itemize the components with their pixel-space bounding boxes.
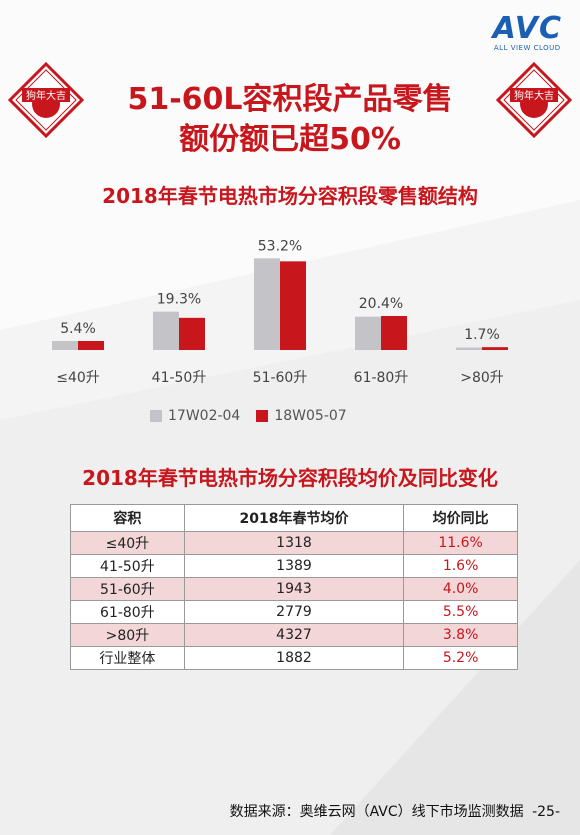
cell-volume: 41-50升 [70,554,185,578]
bar-chart: 5.4% ≤40升 19.3% 41-50升 53.2% 51-60升 20.4% 61-80… [52,238,508,386]
cell-yoy: 4.0% [403,577,518,601]
chart-title: 2018年春节电热市场分容积段零售额结构 [102,184,478,208]
price-table: 容积 2018年春节均价 均价同比 ≤40升 1318 11.6% 41-50升… [70,504,518,670]
dog-year-seal-right: 狗年大吉 [496,62,572,138]
bar-18w05-07 [280,261,306,350]
source-footer: 数据来源：奥维云网（AVC）线下市场监测数据 -25- [230,801,560,821]
header-yoy: 均价同比 [403,504,518,532]
x-tick-label: ≤40升 [56,370,100,386]
header-volume: 容积 [70,504,185,532]
x-tick-label: 41-50升 [152,370,207,386]
source-text: 数据来源：奥维云网（AVC）线下市场监测数据 [229,804,524,820]
cell-yoy: 11.6% [403,531,518,555]
data-label: 20.4% [359,296,403,312]
data-label: 19.3% [157,292,201,308]
bar-18w05-07 [78,341,104,350]
table-row: >80升 4327 3.8% [70,623,518,647]
cell-yoy: 3.8% [403,623,518,647]
bar-18w05-07 [381,316,407,350]
bar-17w02-04 [52,341,78,350]
bar-17w02-04 [456,347,482,350]
cell-price: 2779 [183,600,405,624]
table-header-row: 容积 2018年春节均价 均价同比 [70,504,518,532]
cell-yoy: 1.6% [403,554,518,578]
x-tick-label: 51-60升 [253,370,308,386]
table-title: 2018年春节电热市场分容积段均价及同比变化 [82,466,498,490]
legend-swatch-gray [150,410,162,422]
cell-volume: ≤40升 [70,531,185,555]
legend-label-18w: 18W05-07 [274,408,347,424]
table-row: ≤40升 1318 11.6% [70,531,518,555]
legend-label-17w: 17W02-04 [168,408,241,424]
cell-price: 4327 [183,623,405,647]
svg-text:狗年大吉: 狗年大吉 [514,89,554,102]
bar-17w02-04 [355,316,381,350]
table-row: 61-80升 2779 5.5% [70,600,518,624]
cell-price: 1882 [183,646,405,670]
x-tick-label: >80升 [460,370,504,386]
cell-volume: 行业整体 [70,646,185,670]
cell-price: 1943 [183,577,405,601]
legend-item-18w: 18W05-07 [256,408,347,424]
page-number: -25- [532,804,560,820]
cell-price: 1389 [183,554,405,578]
chart-legend: 17W02-04 18W05-07 [150,408,363,424]
page-title-line2: 额份额已超50% [179,122,401,157]
bar-17w02-04 [153,311,179,350]
dog-year-seal-left: 狗年大吉 [8,62,84,138]
svg-text:狗年大吉: 狗年大吉 [26,89,66,102]
table-row: 行业整体 1882 5.2% [70,646,518,670]
table-row: 51-60升 1943 4.0% [70,577,518,601]
table-row: 41-50升 1389 1.6% [70,554,518,578]
data-label: 1.7% [464,327,500,343]
cell-yoy: 5.5% [403,600,518,624]
legend-item-17w: 17W02-04 [150,408,240,424]
cell-yoy: 5.2% [403,646,518,670]
bar-18w05-07 [179,317,205,350]
header-avg-price: 2018年春节均价 [183,504,405,532]
page-title-line1: 51-60L容积段产品零售 [127,82,453,117]
avc-logo: AVC ALL VIEW CLOUD [492,11,562,53]
data-label: 5.4% [60,321,96,337]
cell-price: 1318 [183,531,405,555]
cell-volume: 61-80升 [70,600,185,624]
legend-swatch-red [256,410,269,422]
bar-17w02-04 [254,258,280,350]
data-label: 53.2% [258,238,302,254]
cell-volume: >80升 [70,623,185,647]
bar-18w05-07 [482,347,508,350]
cell-volume: 51-60升 [70,577,185,601]
x-tick-label: 61-80升 [354,370,409,386]
